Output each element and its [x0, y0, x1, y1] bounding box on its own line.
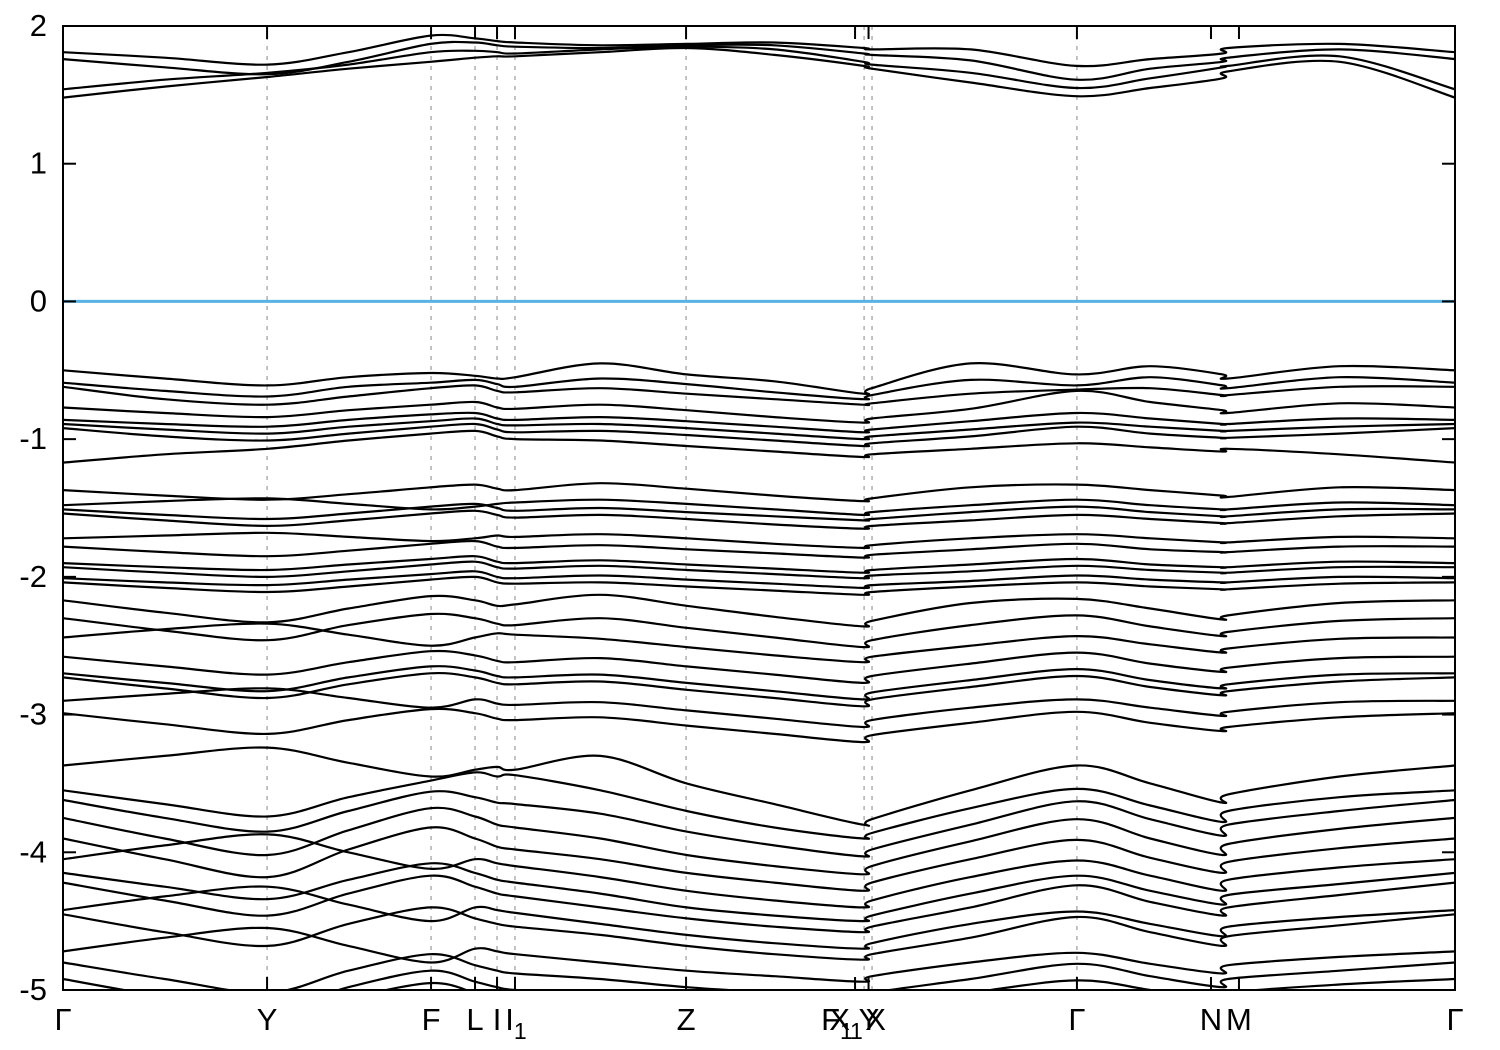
kpoint-label: L: [466, 1002, 483, 1037]
kpoint-label: Γ: [1446, 1002, 1463, 1037]
kpoint-label: Γ: [54, 1002, 71, 1037]
plot-border: [62, 25, 1456, 991]
kpoint-label: I1: [505, 1002, 526, 1044]
kpoint-label: I: [493, 1002, 502, 1037]
kpoint-label: F: [422, 1002, 441, 1037]
kpoint-label: X: [865, 1002, 886, 1037]
kpoint-label: Γ: [1068, 1002, 1085, 1037]
y-tick-label: 0: [30, 283, 47, 318]
y-tick-label: -5: [19, 972, 47, 1007]
kpoint-label: Z: [677, 1002, 696, 1037]
kpoint-gridlines: [266, 26, 1078, 990]
y-tick-label: -4: [19, 834, 47, 869]
y-tick-label: 1: [30, 146, 47, 181]
y-tick-label: -3: [19, 697, 47, 732]
band-curves: [63, 33, 1455, 990]
kpoint-label: N: [1200, 1002, 1222, 1037]
y-tick-label: -1: [19, 421, 47, 456]
kpoint-label: F1: [821, 1002, 853, 1044]
kpoint-label: X1: [829, 1002, 862, 1044]
kpoint-label: M: [1226, 1002, 1252, 1037]
axis-ticks: [63, 25, 1455, 991]
kpoint-label: Y: [257, 1002, 278, 1037]
y-tick-label: 2: [30, 8, 47, 43]
y-axis-labels: 2 1 0 -1 -2 -3 -4 -5: [19, 8, 47, 1007]
kpoint-label: Y: [859, 1002, 880, 1037]
y-tick-label: -2: [19, 559, 47, 594]
